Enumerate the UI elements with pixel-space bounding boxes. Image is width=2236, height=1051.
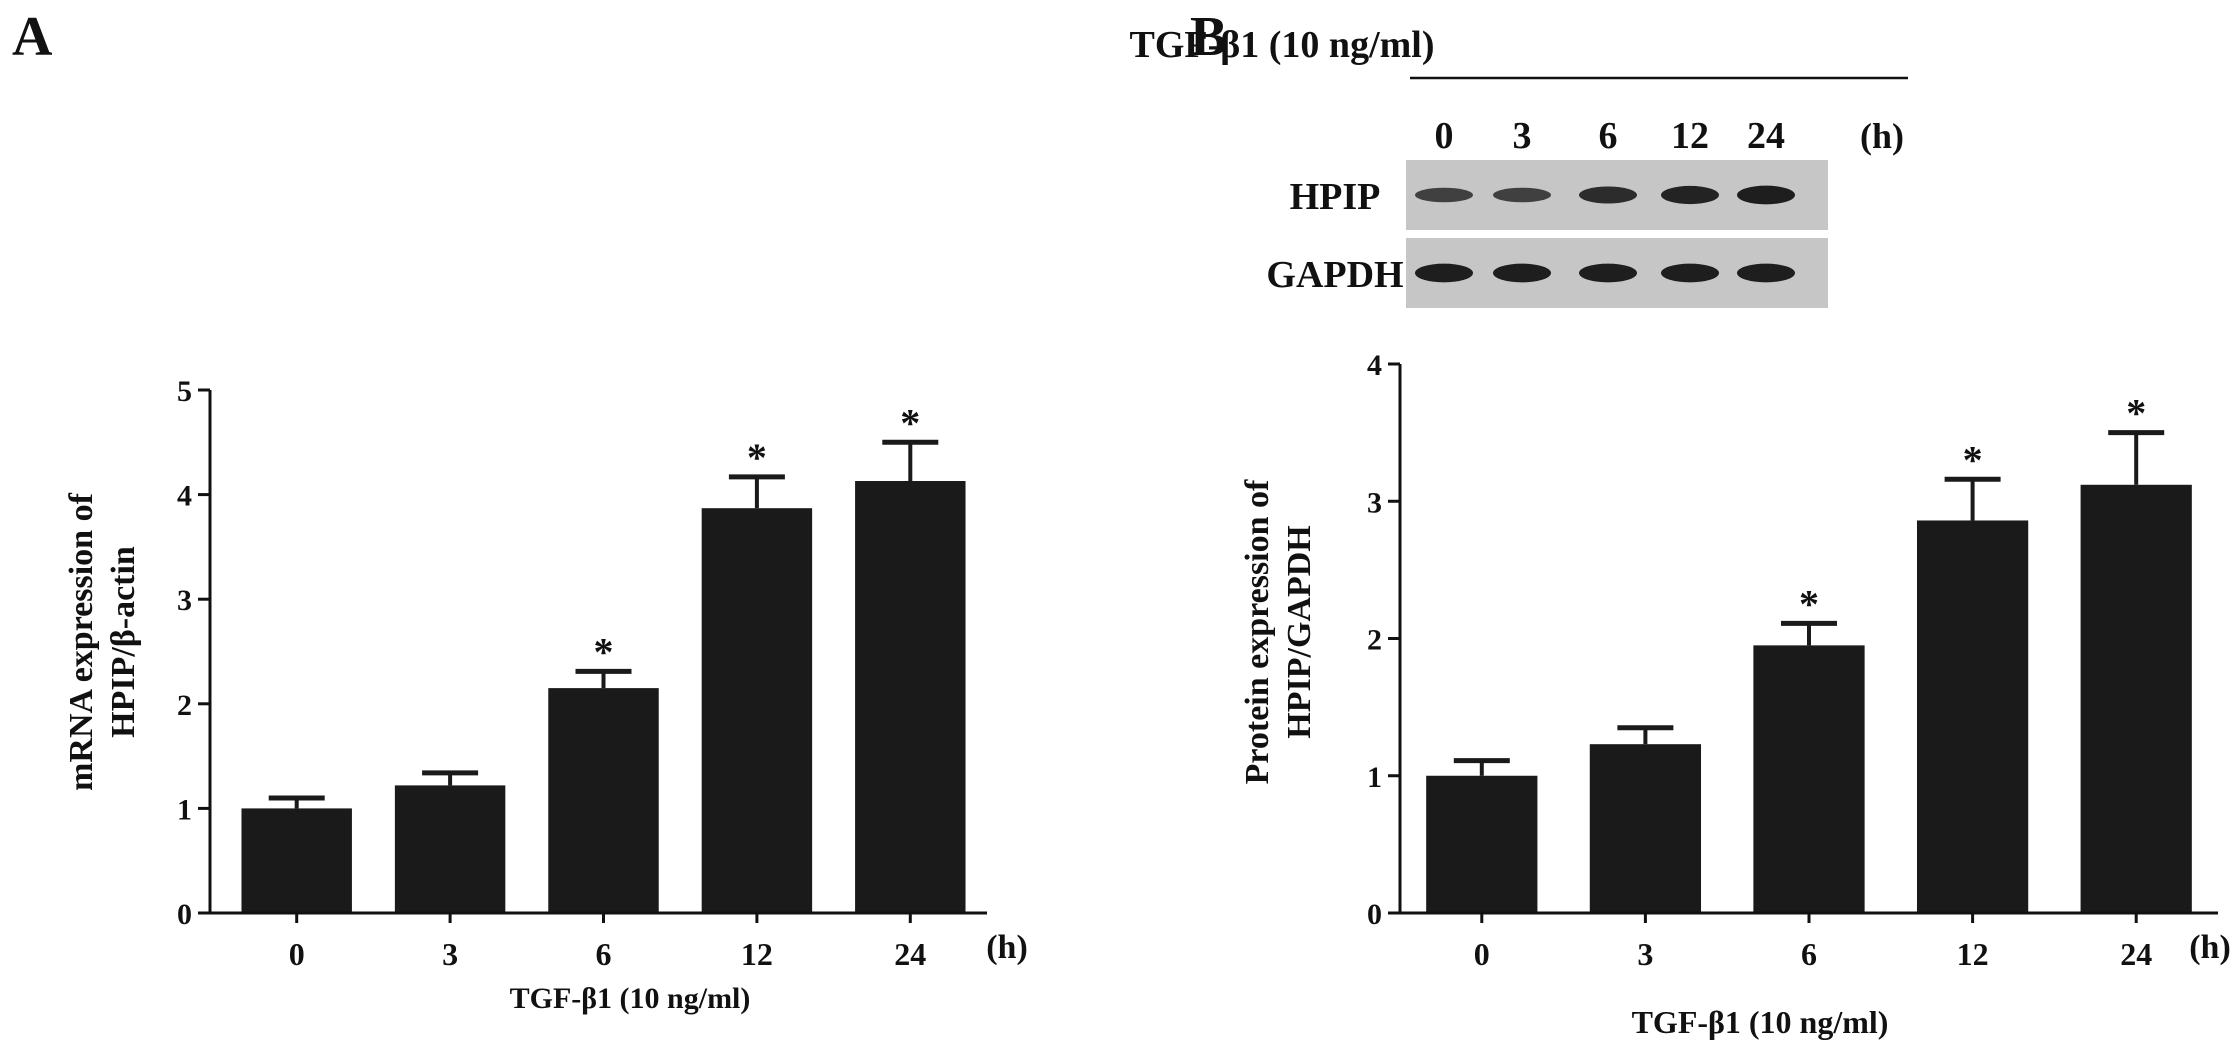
chart-b-xtick-label-0: 0 [1474,936,1490,972]
chart-a-xtick-label-3: 3 [442,936,458,972]
chart-b-ytick-label-1: 1 [1367,761,1382,794]
chart-b-ylabel-line1: Protein expression of [1239,479,1276,784]
blot-row-label-gapdh: GAPDH [1266,254,1403,296]
blot-band-gapdh-12h [1661,263,1719,283]
blot-band-gapdh-0h [1415,263,1473,283]
western-blot: TGF-β1 (10 ng/ml) 0 3 6 12 24 (h) HPIP GAPDH [1129,24,1908,308]
chart-a-significance-24h: * [900,400,920,445]
chart-b-bar-6h [1753,645,1865,913]
chart-a-xtick-label-12: 12 [741,936,773,972]
chart-a-ytick-label-3: 3 [177,584,192,617]
chart-a-xtick-label-24: 24 [894,936,926,972]
chart-b-bars: * * * [1426,391,2192,913]
blot-time-unit: (h) [1860,116,1904,156]
chart-a-ytick-label-4: 4 [177,480,192,513]
chart-b-ylabel-line2: HPIP/GAPDH [1281,525,1318,738]
chart-b-x-unit: (h) [2189,929,2231,966]
chart-b-xtick-label-6: 6 [1801,936,1817,972]
chart-a-xlabel: TGF-β1 (10 ng/ml) [510,982,751,1015]
chart-a-ytick-label-5: 5 [177,375,192,408]
blot-band-gapdh-6h [1579,263,1637,283]
chart-a-bars: * * * [241,400,966,913]
blot-band-gapdh-3h [1493,263,1551,283]
blot-time-label-0: 0 [1435,115,1454,157]
blot-time-label-3: 3 [1513,115,1532,157]
blot-band-hpip-12h [1661,185,1719,205]
chart-a-ylabel-line2: HPIP/β-actin [105,546,142,738]
chart-b-bar-3h [1589,744,1702,913]
chart-b-xtick-label-12: 12 [1957,936,1989,972]
chart-b-xtick-label-24: 24 [2120,936,2152,972]
blot-time-labels: 0 3 6 12 24 [1435,115,1786,157]
chart-a-bar-0h [241,808,352,913]
chart-b-xtick-label-3: 3 [1637,936,1653,972]
chart-a-ylabel-line1: mRNA expression of [63,492,100,790]
chart-b-ytick-label-0: 0 [1367,898,1382,931]
chart-a-bar-12h [701,508,813,913]
chart-b-ytick-label-4: 4 [1367,349,1382,382]
chart-a-xtick-label-0: 0 [289,936,305,972]
chart-b-significance-12h: * [1963,437,1983,482]
chart-a-bar-3h [394,785,506,913]
chart-b-bar-12h [1916,520,2029,913]
chart-a-significance-12h: * [747,435,767,480]
chart-a-significance-6h: * [594,629,614,674]
blot-band-gapdh-24h [1737,263,1795,283]
panel-a-label: A [12,6,53,68]
chart-b-xlabel: TGF-β1 (10 ng/ml) [1632,1004,1889,1040]
blot-time-label-12: 12 [1671,115,1709,157]
blot-time-label-24: 24 [1747,115,1785,157]
chart-a-bar-24h [855,481,966,913]
chart-b-bar-24h [2080,484,2192,913]
chart-a-x-unit: (h) [986,929,1028,966]
chart-b-ytick-label-3: 3 [1367,486,1382,519]
blot-band-hpip-3h [1493,187,1551,203]
blot-treatment-label: TGF-β1 (10 ng/ml) [1129,24,1434,66]
chart-b-significance-24h: * [2126,391,2146,436]
blot-band-hpip-0h [1415,187,1473,203]
blot-rows: HPIP GAPDH [1266,160,1828,308]
blot-row-label-hpip: HPIP [1290,176,1381,218]
chart-a-ytick-label-1: 1 [177,793,192,826]
chart-b-significance-6h: * [1799,581,1819,626]
blot-band-hpip-24h [1737,185,1795,205]
panel-b-label: B [1190,6,1227,68]
chart-a-xtick-label-6: 6 [596,936,612,972]
chart-b-bar-0h [1426,775,1538,913]
chart-a-ytick-label-0: 0 [177,898,192,931]
chart-b-ytick-label-2: 2 [1367,624,1382,657]
blot-time-label-6: 6 [1599,115,1618,157]
blot-band-hpip-6h [1579,186,1637,204]
chart-a-ytick-label-2: 2 [177,689,192,722]
chart-a-bar-6h [548,688,659,913]
